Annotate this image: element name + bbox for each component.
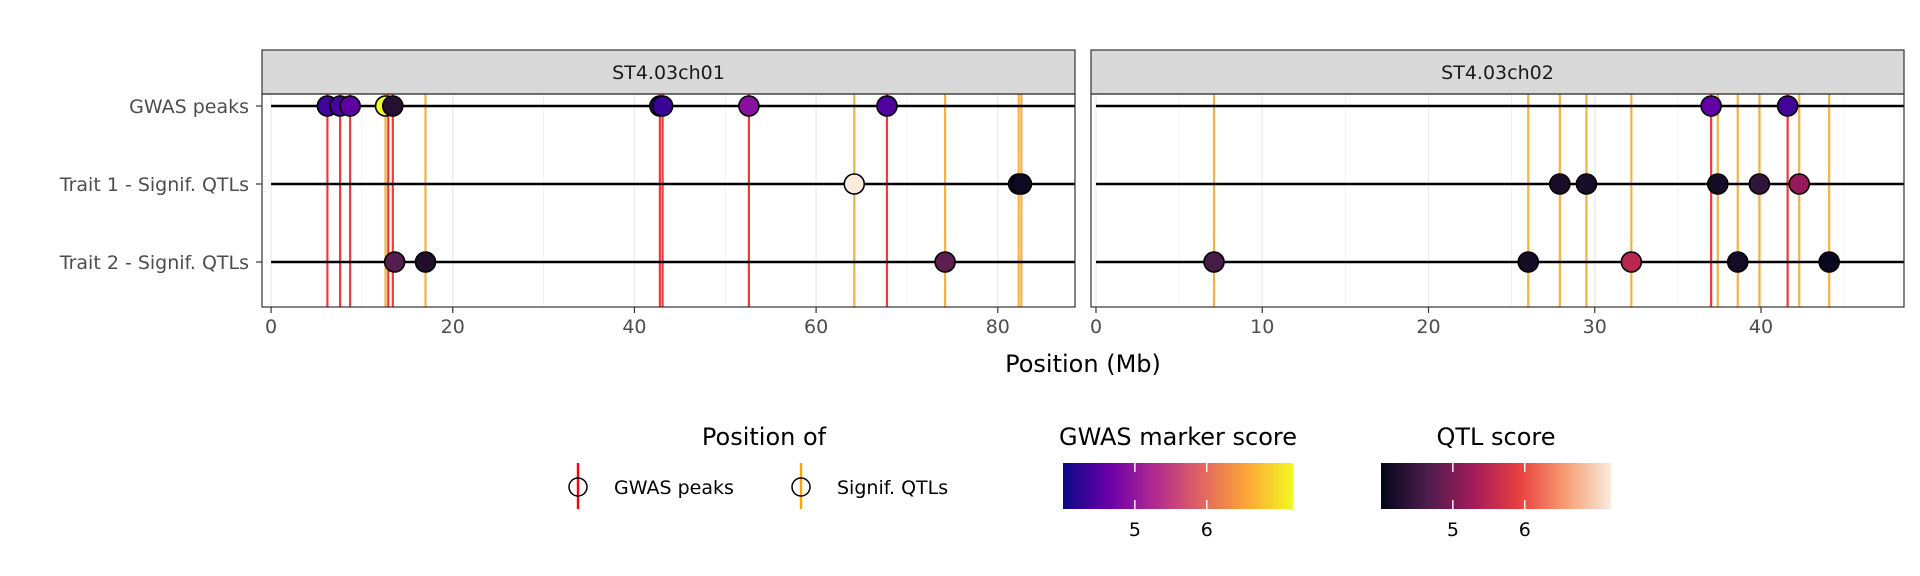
legend-title-position-of: Position of — [702, 423, 827, 451]
gwas-peak-point — [1700, 95, 1722, 117]
panel-background — [262, 94, 1075, 307]
legend-key-point — [568, 477, 588, 497]
qtl-point — [1010, 173, 1033, 195]
facet-ST4.03ch02: ST4.03ch02 0 10 20 30 40 — [1090, 49, 1905, 338]
qtl-point — [383, 251, 406, 273]
x-tick-label: 40 — [1749, 316, 1773, 338]
panel-background — [1091, 94, 1904, 307]
gwas-peak-point — [876, 95, 898, 117]
legend-key-label: GWAS peaks — [614, 477, 734, 499]
facet-strip — [261, 49, 1076, 95]
qtl-point — [382, 95, 404, 117]
x-tick-label: 30 — [1583, 316, 1607, 338]
facet-ST4.03ch01: ST4.03ch01 0 20 40 60 80 — [261, 49, 1076, 338]
qtl-point — [1203, 251, 1225, 273]
legend-key-point — [791, 477, 811, 497]
x-tick-label: 0 — [265, 316, 277, 338]
qtl-point — [1788, 173, 1811, 195]
x-tick-label: 40 — [622, 316, 646, 338]
qtl-point — [1549, 173, 1571, 195]
legend-qtl-score: QTL score 5 6 — [1381, 423, 1611, 541]
qtl-point — [1620, 251, 1643, 273]
legend-title-qtl-score: QTL score — [1436, 423, 1555, 451]
gwas-peak-point — [339, 95, 361, 117]
y-axis: GWAS peaks Trait 1 - Signif. QTLs Trait 2 … — [59, 96, 262, 274]
panel-border — [261, 93, 1076, 308]
gwas-peak-point — [738, 95, 760, 117]
legend-key-gwas-peaks: GWAS peaks — [568, 463, 734, 509]
legend-position-of: Position of GWAS peaks Signif. QTLs — [568, 423, 948, 509]
legend-key-signif-qtls: Signif. QTLs — [791, 463, 948, 509]
colorbar-label: 6 — [1201, 519, 1213, 541]
gwas-peak-point — [1776, 95, 1799, 117]
y-tick-label: Trait 1 - Signif. QTLs — [59, 174, 249, 196]
qtl-point — [1818, 251, 1840, 273]
legend-title-gwas-marker-score: GWAS marker score — [1059, 423, 1297, 451]
facet-strip — [1090, 49, 1905, 95]
qtl-point — [1517, 251, 1540, 273]
facet-strip-label: ST4.03ch01 — [612, 62, 725, 84]
qtl-point — [1726, 251, 1749, 273]
x-axis-title: Position (Mb) — [1005, 350, 1161, 378]
gwas-peak-point — [651, 95, 674, 117]
colorbar-label: 5 — [1129, 519, 1141, 541]
y-tick-label: Trait 2 - Signif. QTLs — [59, 252, 249, 274]
colorbar-label: 6 — [1519, 519, 1531, 541]
x-tick-label: 0 — [1090, 316, 1102, 338]
qtl-point — [414, 251, 437, 273]
x-tick-label: 60 — [804, 316, 828, 338]
legend-gwas-marker-score: GWAS marker score 5 6 — [1059, 423, 1297, 541]
x-tick-label: 10 — [1250, 316, 1274, 338]
panel-border — [1090, 93, 1905, 308]
qtl-point — [1748, 173, 1771, 195]
facet-panels: ST4.03ch01 0 20 40 60 80 ST4.03ch02 0 10 20 30 40 — [261, 49, 1905, 338]
qtl-point — [843, 173, 866, 195]
y-tick-label: GWAS peaks — [129, 96, 249, 118]
qtl-point — [1706, 173, 1729, 195]
colorbar — [1063, 463, 1293, 509]
qtl-point — [934, 251, 956, 273]
legend: Position of GWAS peaks Signif. QTLs GWAS ma… — [568, 423, 1611, 541]
colorbar — [1381, 463, 1611, 509]
colorbar-label: 5 — [1447, 519, 1459, 541]
x-tick-label: 80 — [986, 316, 1010, 338]
x-tick-label: 20 — [441, 316, 465, 338]
legend-key-label: Signif. QTLs — [837, 477, 948, 499]
facet-strip-label: ST4.03ch02 — [1441, 62, 1554, 84]
x-tick-label: 20 — [1416, 316, 1440, 338]
qtl-point — [1575, 173, 1598, 195]
